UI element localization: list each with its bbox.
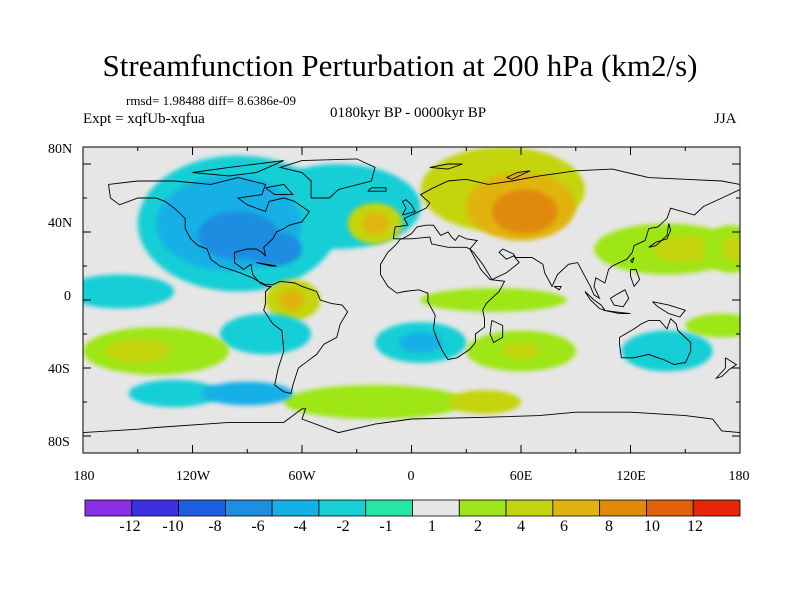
contour-region: [201, 381, 293, 406]
contour-region: [491, 189, 558, 234]
coastline: [278, 158, 376, 199]
colorbar-label: -10: [162, 518, 184, 535]
contour-region: [420, 288, 567, 312]
coastline: [630, 257, 635, 264]
colorbar-swatch: [318, 499, 367, 517]
coastline: [256, 262, 277, 267]
colorbar-label: 10: [644, 518, 660, 535]
colorbar-label: -12: [119, 518, 141, 535]
coastline: [401, 199, 416, 216]
colorbar-label: 12: [687, 518, 703, 535]
contour-region: [104, 339, 171, 363]
coastline: [380, 236, 506, 360]
colorbar-label: -8: [208, 518, 222, 535]
season-label: JJA: [714, 111, 737, 127]
colorbar-swatch: [458, 499, 507, 517]
x-tick-label: 180: [73, 469, 95, 484]
y-tick-label: 40S: [48, 362, 70, 377]
y-tick-label: 80N: [48, 142, 73, 157]
coastline: [192, 160, 284, 177]
colorbar-swatch: [84, 499, 133, 517]
y-tick-label: 0: [64, 289, 71, 304]
colorbar: [84, 499, 741, 517]
period-label: 0180kyr BP - 0000kyr BP: [330, 105, 487, 121]
contour-region: [362, 213, 388, 234]
x-tick-label: 60W: [288, 469, 316, 484]
coastline: [108, 177, 349, 395]
contour-region: [448, 390, 521, 414]
contour-region: [283, 385, 467, 419]
colorbar-swatch: [692, 499, 741, 517]
coastline: [265, 183, 294, 196]
coastline: [619, 317, 692, 366]
colorbar-label: -1: [379, 518, 393, 535]
colorbar-swatch: [178, 499, 226, 517]
colorbar-swatch: [131, 499, 179, 517]
colorbar-label: 2: [474, 518, 482, 535]
contour-region: [278, 289, 304, 311]
stats-text: rmsd= 1.98488 diff= 8.6386e-09: [126, 93, 297, 108]
colorbar-label: 8: [605, 518, 613, 535]
experiment-label: Expt = xqfUb-xqfua: [83, 111, 205, 127]
coastline: [489, 319, 504, 344]
coastline: [392, 168, 740, 300]
contour-region: [502, 342, 540, 360]
coastline: [714, 357, 738, 380]
coastline: [83, 408, 740, 434]
coastline: [610, 289, 630, 308]
colorbar-swatch: [599, 499, 647, 517]
x-tick-label: 180: [728, 469, 750, 484]
coastline: [652, 301, 687, 318]
colorbar-swatch: [412, 499, 460, 517]
y-tick-label: 80S: [48, 435, 70, 450]
colorbar-label: -6: [251, 518, 265, 535]
colorbar-swatch: [646, 499, 694, 517]
axis-ticks: [82, 147, 741, 453]
colorbar-swatch: [271, 499, 320, 517]
coastline: [553, 285, 562, 291]
contour-region: [247, 232, 302, 266]
x-tick-label: 120W: [175, 469, 211, 484]
coastline: [429, 163, 463, 170]
contour-region: [398, 332, 443, 353]
x-tick-label: 60E: [509, 469, 533, 484]
contour-region: [652, 235, 719, 263]
contour-region: [721, 235, 740, 263]
colorbar-swatch: [365, 499, 413, 517]
coastline: [630, 268, 641, 288]
colorbar-label: -2: [336, 518, 350, 535]
colorbar-swatch: [552, 499, 601, 517]
colorbar-swatch: [505, 499, 554, 517]
contour-region: [83, 274, 175, 309]
coastline: [648, 223, 672, 248]
coastline: [603, 309, 631, 315]
colorbar-swatch: [224, 499, 273, 517]
coastline-layer: [83, 158, 740, 434]
x-tick-label: 0: [407, 469, 415, 484]
colorbar-label: 6: [560, 518, 568, 535]
plot-title: Streamfunction Perturbation at 200 hPa (…: [102, 48, 698, 83]
colorbar-label: -4: [293, 518, 307, 535]
contour-region: [621, 330, 713, 372]
coastline: [367, 187, 387, 192]
coastline: [506, 170, 531, 180]
colorbar-label: 1: [428, 518, 436, 535]
colorbar-label: 4: [517, 518, 525, 535]
y-tick-label: 40N: [48, 216, 73, 231]
contour-region: [128, 379, 220, 408]
x-tick-label: 120E: [616, 469, 646, 484]
contour-region: [685, 313, 740, 338]
contour-region: [219, 313, 312, 355]
